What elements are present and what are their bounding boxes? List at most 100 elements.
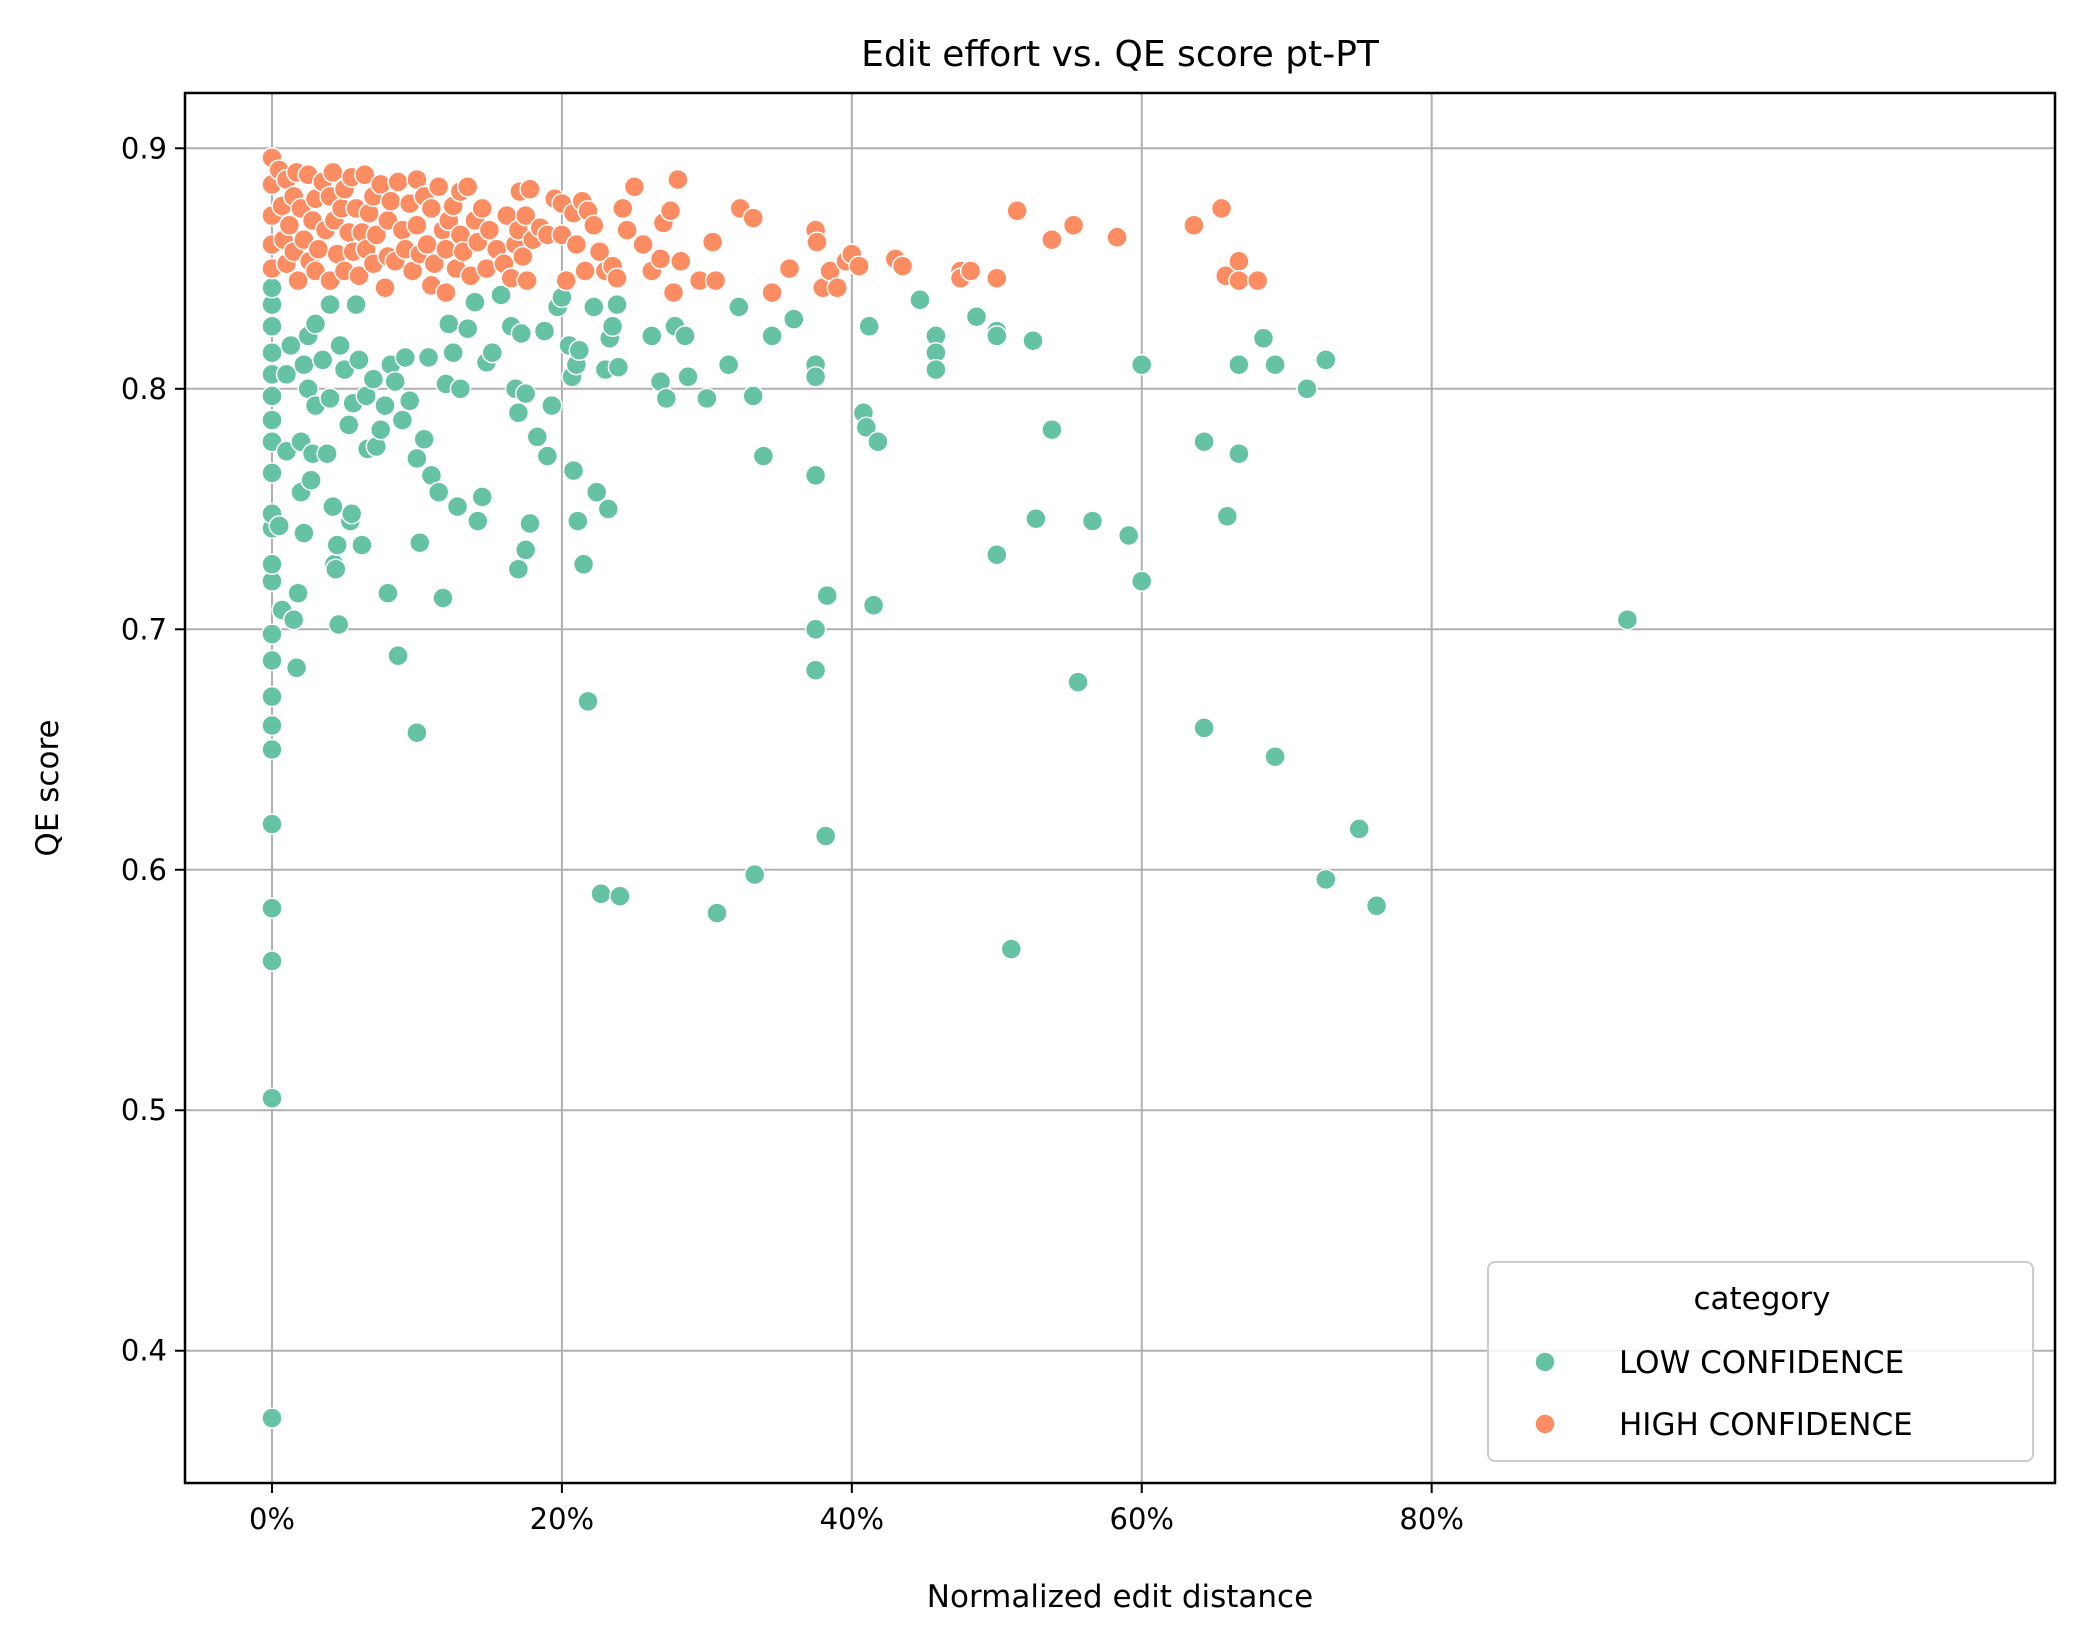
x-tick-label: 20%: [530, 1502, 594, 1536]
data-point: [514, 204, 537, 227]
data-point: [577, 690, 599, 713]
data-point: [387, 171, 409, 193]
data-point: [406, 721, 428, 744]
data-point: [300, 469, 322, 491]
data-point: [507, 558, 530, 580]
data-point: [280, 334, 302, 357]
data-point: [606, 293, 628, 316]
data-point: [325, 558, 347, 580]
data-point: [583, 214, 605, 237]
data-point: [701, 231, 724, 253]
data-point: [662, 281, 685, 304]
data-point: [742, 385, 764, 407]
data-point: [261, 950, 283, 972]
data-point: [261, 897, 283, 919]
data-point: [261, 738, 283, 761]
data-point: [565, 233, 588, 256]
data-point: [516, 269, 538, 292]
data-point: [826, 277, 849, 299]
data-point: [427, 176, 450, 198]
data-points: [261, 147, 1639, 1429]
data-point: [293, 353, 315, 376]
data-point: [612, 197, 634, 220]
data-point: [816, 584, 838, 607]
data-point: [348, 265, 370, 287]
data-point: [1025, 507, 1047, 530]
x-tick-label: 0%: [249, 1502, 295, 1536]
data-point: [322, 161, 344, 184]
data-point: [287, 582, 309, 604]
data-point: [512, 245, 534, 268]
series-low-confidence: [261, 277, 1639, 1429]
data-point: [261, 462, 283, 484]
data-point: [1041, 228, 1063, 251]
data-point: [391, 409, 414, 431]
data-point: [377, 582, 399, 604]
legend-box: [1487, 1261, 2034, 1462]
data-point: [307, 238, 330, 261]
data-point: [909, 289, 931, 311]
data-point: [420, 197, 443, 220]
chart-title: Edit effort vs. QE score pt-PT: [861, 34, 1380, 75]
data-point: [261, 385, 283, 407]
data-point: [268, 515, 290, 537]
y-tick-label: 0.8: [121, 372, 167, 406]
data-point: [568, 339, 591, 362]
data-point: [275, 363, 298, 386]
x-axis: 0% 20% 40% 60% 80%: [249, 1483, 1464, 1536]
data-point: [1062, 214, 1085, 237]
data-point: [519, 512, 541, 535]
y-tick-label: 0.4: [121, 1334, 167, 1368]
data-point: [327, 613, 350, 636]
data-point: [670, 250, 692, 273]
data-point: [409, 531, 431, 554]
x-tick-label: 80%: [1399, 1502, 1463, 1536]
data-point: [607, 356, 630, 378]
data-point: [1315, 868, 1337, 891]
data-point: [261, 1407, 283, 1429]
data-point: [585, 481, 608, 503]
data-point: [322, 495, 344, 518]
data-point: [655, 387, 678, 410]
data-point: [677, 366, 699, 388]
data-point: [891, 255, 914, 277]
data-point: [867, 430, 889, 453]
y-axis-title: QE score: [30, 719, 66, 856]
data-point: [326, 534, 348, 556]
data-point: [965, 305, 988, 328]
data-point: [467, 510, 489, 532]
data-point: [519, 178, 541, 200]
data-point: [456, 317, 479, 340]
data-point: [293, 522, 315, 544]
data-point: [329, 334, 351, 357]
data-point: [417, 346, 440, 369]
data-point: [278, 214, 301, 237]
data-point: [986, 543, 1008, 566]
data-point: [1228, 250, 1250, 273]
data-point: [449, 378, 472, 400]
data-point: [319, 387, 341, 410]
data-point: [583, 296, 605, 318]
data-point: [804, 464, 827, 487]
data-point: [1228, 353, 1250, 376]
y-tick-label: 0.7: [121, 612, 167, 646]
data-point: [287, 269, 309, 292]
data-point: [862, 594, 885, 616]
data-point: [696, 387, 718, 410]
data-point: [338, 414, 360, 436]
data-point: [261, 649, 283, 672]
data-point: [387, 644, 409, 667]
data-point: [1616, 608, 1639, 631]
data-point: [616, 219, 638, 241]
data-point: [609, 885, 631, 907]
data-point: [1022, 329, 1044, 352]
data-point: [1246, 269, 1269, 292]
data-point: [374, 277, 396, 299]
data-point: [1348, 818, 1370, 840]
data-point: [986, 325, 1008, 347]
legend-marker-high-confidence: [1534, 1413, 1556, 1435]
data-point: [649, 248, 672, 270]
plot-frame: [183, 91, 2057, 1485]
data-point: [345, 293, 367, 316]
data-point: [261, 277, 283, 299]
